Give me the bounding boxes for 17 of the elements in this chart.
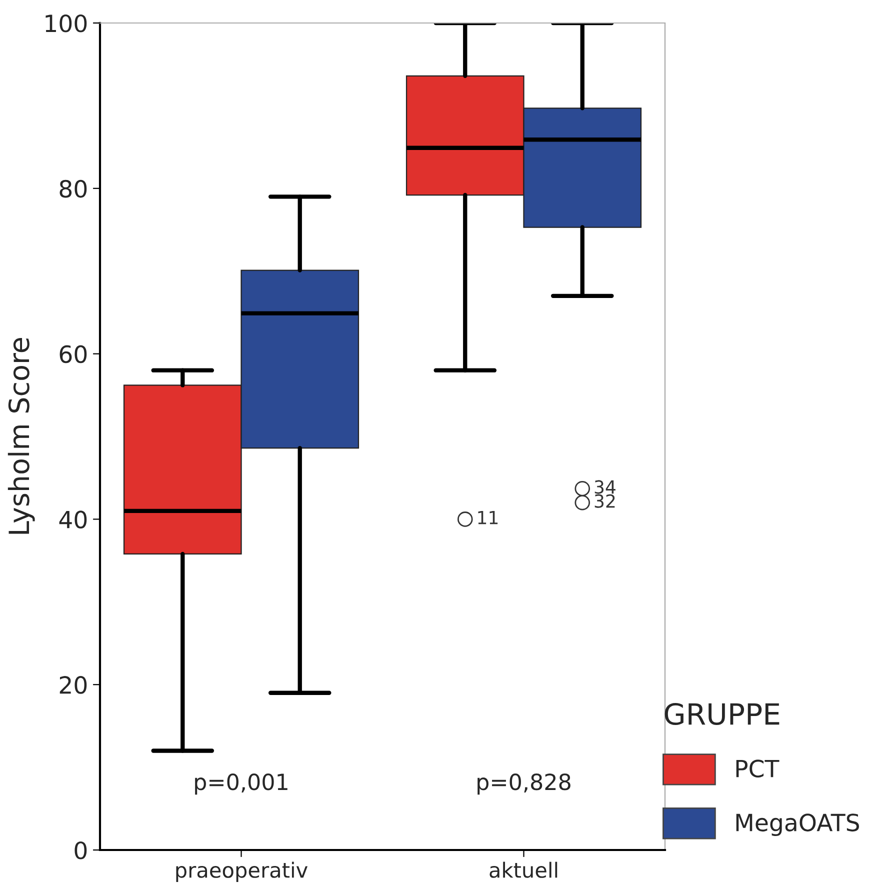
x-tick-label: praeoperativ xyxy=(176,862,308,882)
legend-label: PCT xyxy=(736,760,780,778)
annotation: 11 xyxy=(478,511,498,524)
annotation: p=0,828 xyxy=(478,773,570,795)
y-tick-label: 100 xyxy=(46,14,87,32)
annotation: 34 xyxy=(594,480,616,494)
y-tick-label: 40 xyxy=(59,510,87,529)
legend-label: MegaOATS xyxy=(736,814,859,836)
annotation: p=0,001 xyxy=(195,773,288,795)
annotation: 32 xyxy=(594,494,615,508)
y-tick-label: 60 xyxy=(60,345,87,364)
y-tick-label: 80 xyxy=(60,180,87,198)
x-tick-label: aktuell xyxy=(490,862,558,878)
y-axis-title: Lysholm Score xyxy=(8,338,35,534)
legend-title: GRUPPE xyxy=(664,702,780,726)
y-tick-label: 0 xyxy=(74,841,87,860)
y-tick-label: 20 xyxy=(60,676,87,694)
